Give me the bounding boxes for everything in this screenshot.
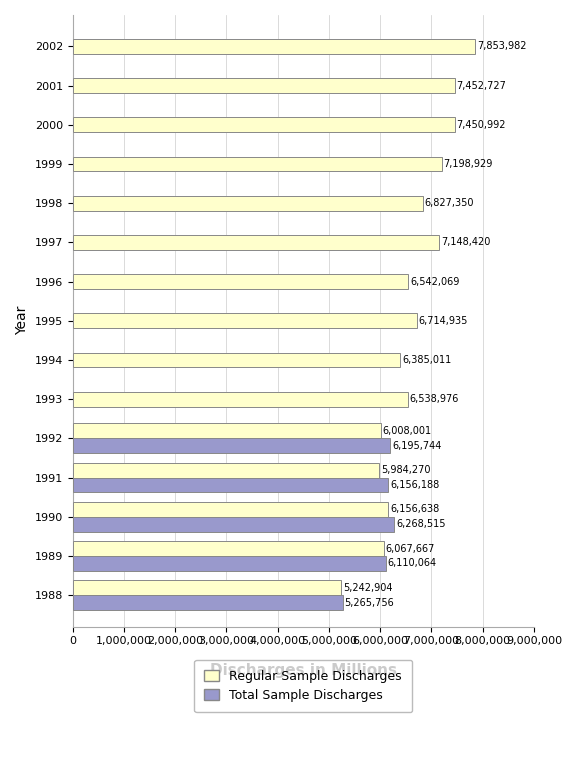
Bar: [73, 392, 408, 406]
Bar: [73, 517, 394, 532]
Bar: [73, 424, 381, 438]
Text: 6,542,069: 6,542,069: [410, 277, 459, 286]
Text: 7,452,727: 7,452,727: [456, 80, 507, 90]
Bar: [73, 477, 388, 492]
Text: 7,148,420: 7,148,420: [441, 237, 490, 247]
Text: 6,156,188: 6,156,188: [390, 480, 440, 490]
Text: 6,195,744: 6,195,744: [392, 441, 441, 451]
Bar: [73, 353, 400, 367]
X-axis label: Discharges in Millions: Discharges in Millions: [210, 663, 397, 678]
Text: 6,714,935: 6,714,935: [419, 316, 469, 326]
Bar: [73, 235, 439, 250]
Bar: [73, 117, 455, 133]
Bar: [73, 78, 455, 93]
Text: 6,008,001: 6,008,001: [383, 426, 432, 436]
Bar: [73, 39, 475, 54]
Text: 7,198,929: 7,198,929: [444, 159, 493, 169]
Bar: [73, 314, 417, 328]
Text: 7,450,992: 7,450,992: [456, 120, 506, 129]
Text: 6,268,515: 6,268,515: [396, 519, 445, 530]
Bar: [73, 274, 408, 289]
Bar: [73, 196, 422, 211]
Text: 7,853,982: 7,853,982: [477, 41, 527, 51]
Text: 6,827,350: 6,827,350: [425, 198, 474, 208]
Text: 6,538,976: 6,538,976: [410, 394, 459, 404]
Text: 5,984,270: 5,984,270: [381, 465, 431, 475]
Text: 6,067,667: 6,067,667: [385, 544, 435, 554]
Text: 6,110,064: 6,110,064: [388, 558, 437, 569]
Text: 5,242,904: 5,242,904: [343, 583, 393, 593]
Bar: [73, 438, 390, 453]
Bar: [73, 580, 342, 595]
Y-axis label: Year: Year: [15, 306, 29, 335]
Text: 6,385,011: 6,385,011: [402, 355, 451, 365]
Bar: [73, 157, 441, 172]
Bar: [73, 556, 386, 571]
Bar: [73, 502, 388, 517]
Legend: Regular Sample Discharges, Total Sample Discharges: Regular Sample Discharges, Total Sample …: [194, 660, 412, 712]
Bar: [73, 541, 384, 556]
Text: 6,156,638: 6,156,638: [390, 505, 440, 514]
Bar: [73, 463, 379, 477]
Text: 5,265,756: 5,265,756: [344, 597, 394, 608]
Bar: [73, 595, 343, 610]
